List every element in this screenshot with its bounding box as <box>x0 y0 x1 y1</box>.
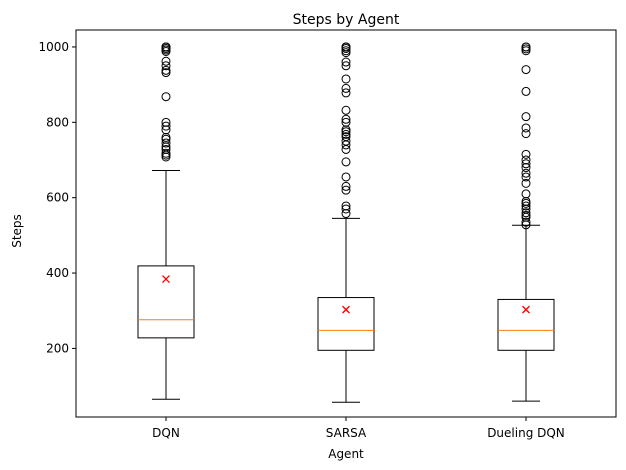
outlier-point <box>341 46 351 56</box>
outlier-point <box>341 61 351 71</box>
outlier-point <box>161 68 171 78</box>
outlier-point <box>341 105 351 115</box>
outlier-point <box>521 210 531 220</box>
y-tick-label: 800 <box>46 115 69 129</box>
outlier-point <box>341 114 351 124</box>
outlier-point <box>521 178 531 188</box>
outlier-point <box>521 65 531 75</box>
x-axis-label: Agent <box>328 447 364 461</box>
x-tick-label: DQN <box>152 426 180 440</box>
outlier-point <box>341 136 351 146</box>
outlier-point <box>341 157 351 167</box>
y-tick-label: 600 <box>46 191 69 205</box>
outlier-point <box>341 117 351 127</box>
outlier-point <box>161 56 171 66</box>
outlier-point <box>521 42 531 52</box>
outlier-point <box>341 132 351 142</box>
outlier-point <box>341 181 351 191</box>
outlier-point <box>521 217 531 227</box>
outlier-point <box>521 201 531 211</box>
outlier-point <box>521 123 531 133</box>
outlier-point <box>341 204 351 214</box>
outlier-point <box>521 189 531 199</box>
outlier-point <box>341 172 351 182</box>
outlier-point <box>341 74 351 84</box>
plot-area: 200 400 600 800 1000 DQN SARSA Dueling DQN <box>38 40 564 440</box>
mean-marker <box>342 305 350 314</box>
mean-marker <box>522 305 530 314</box>
y-tick-label: 200 <box>46 341 69 355</box>
outlier-point <box>161 148 171 158</box>
outlier-point <box>161 65 171 75</box>
outlier-point <box>341 42 351 52</box>
iqr-box <box>137 265 195 339</box>
outlier-point <box>521 86 531 96</box>
outlier-point <box>341 201 351 211</box>
outlier-point <box>341 185 351 195</box>
outlier-point <box>521 149 531 159</box>
y-tick-label: 1000 <box>38 40 69 54</box>
outlier-point <box>341 88 351 98</box>
chart-title: Steps by Agent <box>293 12 400 28</box>
outlier-point <box>161 42 171 52</box>
y-tick-label: 400 <box>46 266 69 280</box>
outlier-point <box>521 129 531 139</box>
outlier-point <box>341 129 351 139</box>
mean-marker <box>162 275 170 284</box>
outlier-point <box>161 138 171 148</box>
x-tick-label: SARSA <box>326 426 367 440</box>
y-axis-label: Steps <box>10 214 24 248</box>
outlier-point <box>521 159 531 169</box>
outlier-point <box>161 61 171 71</box>
outlier-point <box>521 208 531 218</box>
iqr-box <box>317 297 375 351</box>
outlier-point <box>521 155 531 165</box>
outlier-point <box>341 57 351 67</box>
outlier-point <box>161 92 171 102</box>
outlier-point <box>161 117 171 127</box>
outlier-point <box>161 121 171 131</box>
outlier-point <box>521 112 531 122</box>
iqr-box <box>497 298 555 351</box>
outlier-point <box>161 144 171 154</box>
outlier-point <box>521 168 531 178</box>
outlier-point <box>521 172 531 182</box>
outlier-point <box>341 83 351 93</box>
axes-frame <box>75 29 617 418</box>
x-tick-label: Dueling DQN <box>487 426 565 440</box>
